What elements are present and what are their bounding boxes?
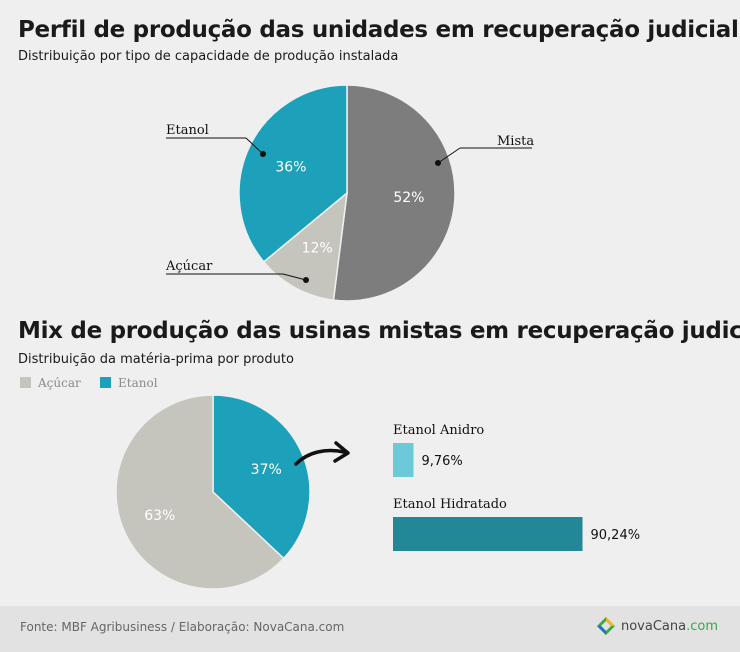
chart1-title: Perfil de produção das unidades em recup… xyxy=(18,17,739,43)
novacana-logo[interactable]: novaCana.com xyxy=(596,616,718,636)
pie2-legend: Açúcar Etanol xyxy=(20,376,158,390)
footer: Fonte: MBF Agribusiness / Elaboração: No… xyxy=(0,606,740,652)
pie2-value-label-1: 63% xyxy=(144,508,175,524)
arrow-icon xyxy=(294,441,350,466)
pie1-slice-acucar xyxy=(262,191,348,301)
bar-hidratado xyxy=(393,517,583,551)
pie1-slice-mista xyxy=(332,84,456,302)
legend-label-acucar: Açúcar xyxy=(37,376,81,390)
pie2-value-label-0: 37% xyxy=(251,462,282,478)
bar-value-hidratado: 90,24% xyxy=(591,528,641,543)
pie1-slices xyxy=(238,84,456,302)
novacana-logo-text: novaCana.com xyxy=(620,618,718,634)
legend-swatch-etanol xyxy=(100,377,111,388)
pie2-slice-acucar xyxy=(115,394,285,590)
pie1-value-label-0: 52% xyxy=(393,190,424,206)
source-note: Fonte: MBF Agribusiness / Elaboração: No… xyxy=(20,620,345,634)
chart2-title: Mix de produção das usinas mistas em rec… xyxy=(18,318,740,344)
chart2-subtitle: Distribuição da matéria-prima por produt… xyxy=(18,352,294,367)
pie2-value-labels: 37% 63% xyxy=(144,462,282,524)
bar-value-anidro: 9,76% xyxy=(421,454,462,469)
chart1-subtitle: Distribuição por tipo de capacidade de p… xyxy=(18,49,399,64)
pie1-leader-mista: Mista xyxy=(435,134,534,166)
pie1-label-mista: Mista xyxy=(497,134,534,149)
pie1-label-acucar: Açúcar xyxy=(165,259,213,274)
bar-category-anidro: Etanol Anidro xyxy=(393,423,484,438)
pie1-value-label-1: 12% xyxy=(302,240,333,256)
pie1-leader-etanol: Etanol xyxy=(166,123,266,157)
pie1-value-label-2: 36% xyxy=(275,160,306,176)
bar-anidro xyxy=(393,443,414,477)
pie1-label-etanol: Etanol xyxy=(166,123,209,138)
pie1-value-labels: 52% 12% 36% xyxy=(275,160,424,257)
legend-swatch-acucar xyxy=(20,377,31,388)
bar-category-hidratado: Etanol Hidratado xyxy=(393,497,507,512)
pie1-leader-acucar: Açúcar xyxy=(165,259,309,283)
novacana-logo-icon xyxy=(596,617,615,635)
etanol-type-bars: Etanol Anidro Etanol Hidratado 9,76% 90,… xyxy=(393,423,640,551)
pie2-slices xyxy=(115,394,311,590)
charts-canvas: 52% 12% 36% Mista Etanol Açúcar Açúcar Eta… xyxy=(20,84,640,590)
pie2-slice-etanol xyxy=(212,394,311,560)
legend-label-etanol: Etanol xyxy=(118,376,158,390)
pie1-slice-etanol xyxy=(238,84,348,263)
